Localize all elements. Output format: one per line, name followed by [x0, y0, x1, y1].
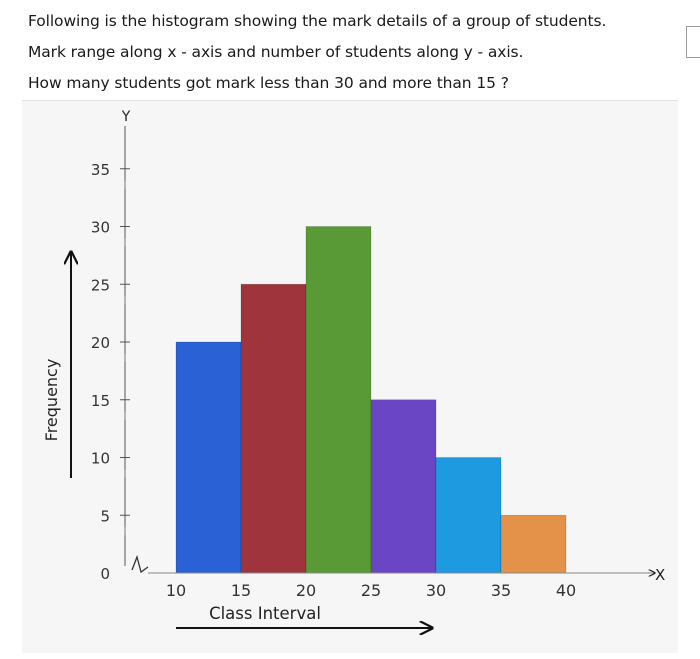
side-panel-edge [686, 26, 700, 58]
bar-20-25 [305, 226, 372, 574]
y-tick-label-10: 10 [91, 450, 110, 468]
y-tick-label-5: 5 [100, 507, 110, 525]
y-tick-label-25: 25 [91, 276, 110, 294]
x-tick-labels: 10 15 20 25 30 35 40 [166, 581, 576, 600]
x-axis-label: Class Interval [209, 604, 321, 623]
x-axis-name: X [655, 566, 665, 584]
y-axis-label: Frequency [42, 359, 61, 442]
y-tick-label-15: 15 [91, 392, 110, 410]
x-tick-label-30: 30 [426, 581, 446, 600]
y-tick-label-0: 0 [100, 565, 110, 583]
x-tick-label-20: 20 [296, 581, 316, 600]
axis-break-mark [131, 554, 149, 574]
x-tick-label-35: 35 [491, 581, 511, 600]
x-tick-label-15: 15 [231, 581, 251, 600]
bar-15-20 [240, 283, 307, 574]
bar-25-30 [370, 399, 437, 574]
histogram-bars [175, 226, 567, 574]
y-axis-name: Y [121, 109, 131, 125]
y-tick-marks [120, 168, 130, 536]
question-line-3: How many students got mark less than 30 … [28, 74, 509, 92]
x-tick-label-25: 25 [361, 581, 381, 600]
y-tick-label-20: 20 [91, 334, 110, 352]
y-tick-label-35: 35 [91, 161, 110, 179]
question-text: Following is the histogram showing the m… [28, 6, 688, 99]
bar-10-15 [175, 341, 242, 574]
x-tick-label-40: 40 [556, 581, 576, 600]
bar-30-35 [435, 457, 502, 574]
y-tick-label-30: 30 [91, 219, 110, 237]
x-tick-label-10: 10 [166, 581, 186, 600]
question-line-1: Following is the histogram showing the m… [28, 12, 607, 30]
question-line-2: Mark range along x - axis and number of … [28, 43, 524, 61]
bar-35-40 [500, 514, 567, 574]
y-tick-labels: 0 5 10 15 20 25 30 35 [91, 161, 110, 583]
